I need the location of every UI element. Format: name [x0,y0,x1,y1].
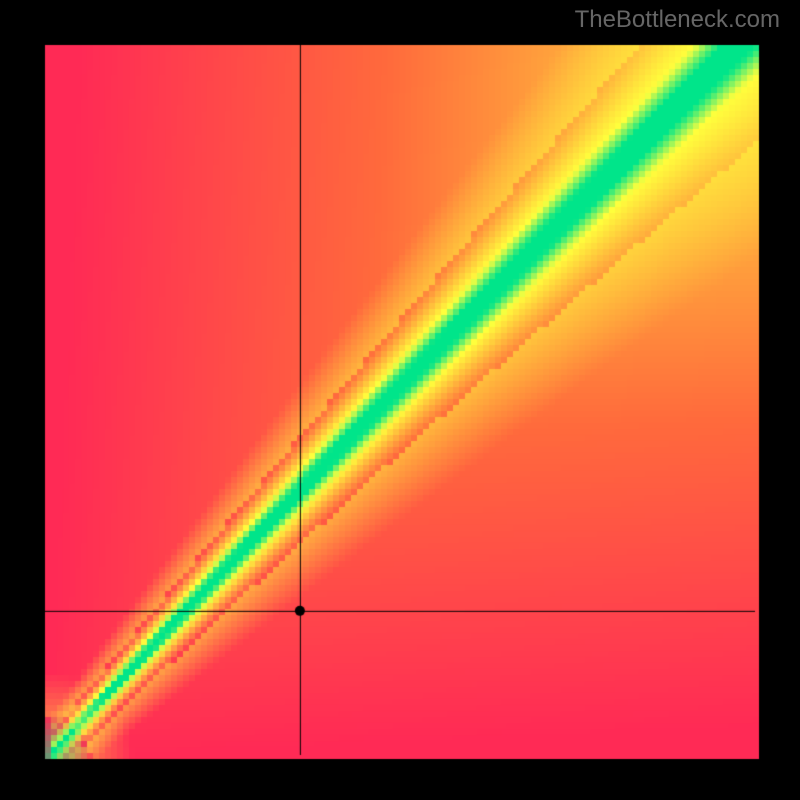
chart-container: TheBottleneck.com [0,0,800,800]
heatmap-canvas [0,0,800,800]
watermark-text: TheBottleneck.com [575,6,780,34]
